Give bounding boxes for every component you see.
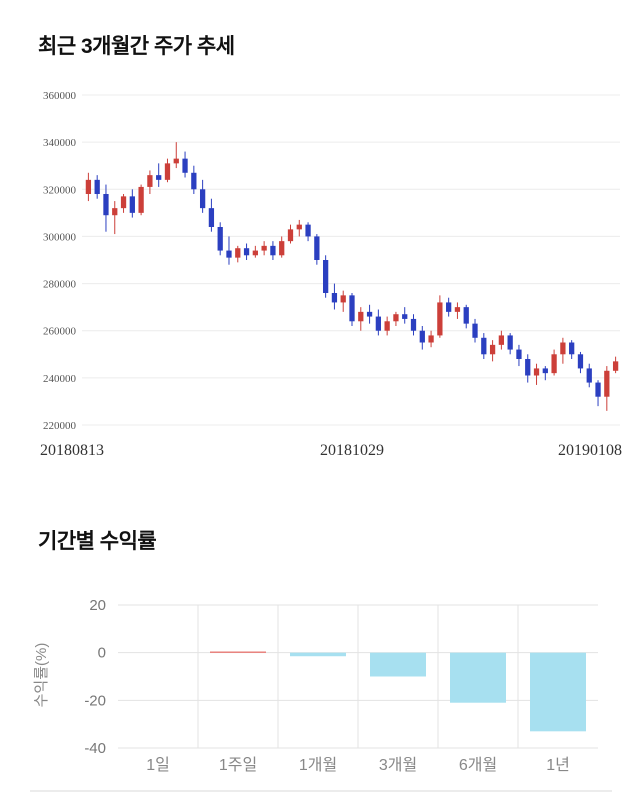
- candle-body: [208, 208, 215, 227]
- y-axis-tick-label: 360000: [43, 90, 77, 102]
- category-label: 1년: [546, 756, 570, 774]
- candle-body: [156, 175, 162, 180]
- candle-body: [243, 248, 250, 256]
- candle-body: [375, 316, 381, 331]
- candle-body: [112, 208, 118, 216]
- candle-body: [577, 354, 584, 369]
- category-label: 1개월: [299, 756, 337, 774]
- category-label: 1주일: [219, 756, 257, 774]
- price-chart-title: 최근 3개월간 주가 추세: [38, 35, 235, 58]
- candle-body: [323, 260, 329, 293]
- candle-body: [516, 349, 522, 359]
- return-bar: [290, 652, 346, 657]
- y-axis-tick-label: 320000: [43, 184, 77, 196]
- candle-body: [182, 158, 188, 173]
- candle-body: [419, 330, 425, 343]
- candle-body: [305, 224, 311, 237]
- candle-body: [129, 196, 135, 213]
- candle-body: [437, 302, 443, 336]
- candle-body: [261, 245, 267, 251]
- candle-body: [586, 368, 592, 383]
- candle-body: [560, 342, 566, 355]
- returns-bar-chart: 20 0 -20 -40 1일 1주일 1개월 3개월 6개월 1년 수익률(%): [30, 597, 612, 792]
- y-axis-tick-label: 300000: [43, 231, 77, 243]
- candle-body: [393, 314, 399, 322]
- candle-body: [279, 241, 285, 256]
- x-axis-tick-label: 20180813: [40, 442, 104, 459]
- candle-body: [349, 295, 355, 322]
- candle-body: [498, 335, 505, 345]
- candle-body: [604, 370, 610, 397]
- candle-body: [314, 236, 320, 260]
- candle-body: [446, 302, 452, 312]
- return-bar: [450, 652, 506, 703]
- candle-body: [489, 344, 496, 355]
- candle-body: [454, 307, 461, 312]
- candle-body: [595, 382, 601, 397]
- y-axis-tick-label: 280000: [43, 279, 77, 291]
- candle-body: [138, 186, 144, 213]
- y-axis-tick-label: 0: [98, 645, 106, 662]
- x-axis-tick-label: 20190108: [558, 442, 622, 459]
- candle-body: [410, 318, 417, 331]
- candle-body: [366, 311, 373, 317]
- candle-body: [384, 321, 390, 331]
- candle-body: [164, 163, 171, 180]
- category-label: 6개월: [459, 756, 497, 774]
- candle-body: [235, 248, 241, 258]
- candle-body: [120, 196, 127, 209]
- candle-body: [252, 250, 258, 256]
- y-axis-tick-label: 340000: [43, 137, 77, 149]
- candle-body: [533, 368, 540, 376]
- category-label: 3개월: [379, 756, 417, 774]
- candle-body: [191, 172, 197, 190]
- candle-body: [287, 229, 294, 242]
- candle-body: [472, 323, 478, 338]
- category-label: 1일: [146, 756, 170, 774]
- candle-body: [103, 194, 109, 216]
- y-axis-tick-label: 240000: [43, 373, 77, 385]
- candle-body: [507, 335, 513, 350]
- candle-body: [340, 295, 346, 303]
- returns-chart-title: 기간별 수익률: [38, 530, 157, 553]
- candle-body: [94, 179, 100, 194]
- y-axis-tick-label: 20: [89, 597, 106, 614]
- candle-body: [402, 314, 408, 319]
- candle-body: [463, 307, 469, 324]
- candle-body: [217, 227, 223, 251]
- price-candlestick-chart: 220000 240000 260000 280000 300000 320000 3400…: [40, 90, 622, 459]
- candle-body: [542, 368, 548, 374]
- candle-body: [296, 224, 302, 230]
- y-axis-title: 수익률(%): [33, 643, 50, 708]
- candle-body: [612, 361, 619, 371]
- candle-body: [569, 342, 575, 355]
- return-bar: [370, 652, 426, 677]
- candle-body: [525, 359, 531, 376]
- candle-body: [147, 175, 153, 187]
- y-axis-tick-label: -20: [84, 692, 106, 709]
- return-bar: [530, 652, 586, 732]
- candle-body: [551, 354, 557, 374]
- candle-body: [85, 179, 92, 194]
- candle-body: [226, 250, 232, 258]
- y-axis-tick-label: 260000: [43, 326, 77, 338]
- candle-body: [481, 337, 487, 355]
- candle-body: [331, 293, 338, 303]
- return-bar: [210, 651, 266, 653]
- y-axis-tick-label: 220000: [43, 420, 77, 432]
- candle-body: [199, 189, 206, 209]
- candle-body: [358, 311, 364, 322]
- candle-body: [428, 335, 434, 343]
- candle-body: [270, 245, 276, 256]
- x-axis-tick-label: 20181029: [320, 442, 384, 459]
- y-axis-tick-label: -40: [84, 740, 106, 757]
- candle-body: [173, 158, 179, 164]
